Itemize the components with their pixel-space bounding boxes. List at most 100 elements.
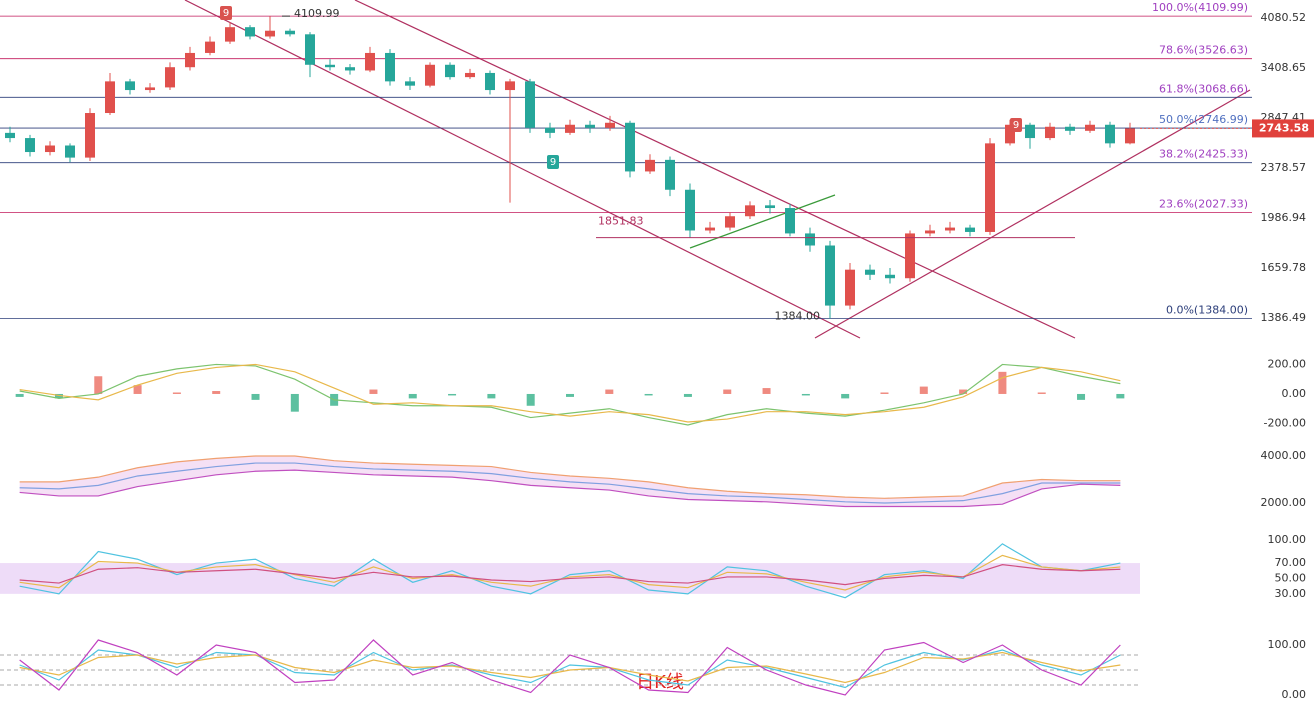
- y-tick-label: 200.00: [1268, 357, 1307, 370]
- indicator-line: [19, 363, 1121, 423]
- candle-body: [685, 189, 695, 231]
- price-mark-label: 1851.83: [598, 215, 644, 228]
- fib-label: 61.8%(3068.66): [1159, 82, 1248, 95]
- y-tick-label: 1386.49: [1261, 311, 1307, 324]
- td-marker: [1010, 118, 1022, 132]
- candle-body: [965, 227, 975, 232]
- candle-body: [205, 41, 215, 53]
- macd-bar: [1116, 393, 1125, 399]
- candle-body: [525, 81, 535, 128]
- td-marker-label: 9: [1013, 120, 1019, 131]
- macd-bar: [1077, 393, 1086, 400]
- candle-body: [945, 227, 955, 231]
- macd-bar: [644, 393, 653, 396]
- candle-body: [345, 67, 355, 71]
- macd-bar: [605, 389, 614, 394]
- td-marker-label: 9: [550, 157, 556, 168]
- macd-bar: [998, 371, 1007, 394]
- trend-lines: [184, 0, 1251, 339]
- candle-body: [105, 81, 115, 114]
- macd-bar: [841, 393, 850, 399]
- price-mark-label: 1384.00: [775, 310, 821, 323]
- macd-bar: [408, 393, 417, 399]
- channel-upper: [354, 0, 1076, 339]
- indicator-line: [19, 455, 1121, 499]
- candle-body: [245, 27, 255, 37]
- candle-body: [785, 208, 795, 234]
- candle-body: [765, 205, 775, 209]
- macd-bar: [566, 393, 574, 397]
- candle-body: [145, 87, 155, 91]
- last-price-label: 2743.58: [1259, 121, 1309, 134]
- candle-body: [85, 113, 95, 158]
- indicator-line: [19, 649, 1121, 689]
- price-mark-label: 4109.99: [294, 7, 340, 20]
- rising-line: [814, 89, 1251, 339]
- candle-body: [165, 67, 175, 88]
- candle-body: [485, 72, 495, 91]
- candle-body: [225, 27, 235, 42]
- macd-bar: [683, 393, 692, 397]
- candle-body: [1045, 126, 1055, 139]
- y-tick-label: 2000.00: [1261, 496, 1307, 509]
- macd-bar: [54, 393, 63, 399]
- candle-body: [1105, 124, 1115, 144]
- last-price-tag: [1252, 119, 1314, 138]
- y-tick-label: 100.00: [1268, 533, 1307, 546]
- candle-body: [985, 143, 995, 232]
- indicator-line: [19, 564, 1121, 586]
- candle-body: [385, 52, 395, 82]
- candle-body: [365, 52, 375, 71]
- candle-body: [665, 159, 675, 190]
- candle-body: [45, 145, 55, 153]
- candle-body: [405, 81, 415, 86]
- macd-bar: [172, 392, 181, 394]
- macd-bar: [251, 393, 260, 400]
- candle-body: [605, 122, 615, 128]
- y-tick-label: 1986.94: [1261, 211, 1307, 224]
- td-marker: [547, 155, 559, 169]
- macd-bar: [919, 386, 928, 394]
- candle-body: [185, 52, 195, 68]
- y-tick-label: 4080.52: [1261, 11, 1307, 24]
- indicator-line: [19, 363, 1121, 426]
- candle-body: [905, 233, 915, 279]
- macd-bar: [880, 392, 889, 394]
- candle-body: [805, 233, 815, 246]
- candle-body: [1085, 124, 1095, 131]
- candle-body: [425, 64, 435, 86]
- macd-bar: [959, 389, 968, 394]
- candle-body: [465, 72, 475, 78]
- y-tick-label: 1659.78: [1261, 261, 1307, 274]
- candle-body: [285, 30, 295, 35]
- macd-bar: [801, 393, 810, 396]
- indicator-line: [19, 639, 1121, 696]
- macd-bar: [15, 393, 24, 397]
- indicator-line: [19, 462, 1121, 504]
- y-tick-label: -200.00: [1264, 416, 1306, 429]
- macd-bar: [133, 385, 142, 394]
- y-tick-label: 0.00: [1282, 387, 1307, 400]
- fib-label: 0.0%(1384.00): [1166, 304, 1248, 317]
- candle-body: [325, 64, 335, 68]
- y-tick-label: 100.00: [1268, 638, 1307, 651]
- candle-body: [5, 132, 15, 139]
- y-tick-label: 2378.57: [1261, 161, 1307, 174]
- candle-body: [1025, 124, 1035, 139]
- indicator-line: [19, 469, 1121, 508]
- caption: 日K线: [636, 672, 684, 693]
- candle-body: [565, 124, 575, 133]
- candle-body: [1065, 126, 1075, 131]
- macd-bar: [487, 393, 496, 399]
- candle-body: [265, 30, 275, 37]
- candle-body: [745, 205, 755, 217]
- macd-bar: [1037, 392, 1046, 394]
- candle-body: [925, 230, 935, 234]
- candle-body: [1125, 128, 1135, 144]
- fib-label: 78.6%(3526.63): [1159, 44, 1248, 57]
- td-marker: [220, 6, 232, 20]
- candle-body: [885, 274, 895, 279]
- macd-bar: [526, 393, 535, 406]
